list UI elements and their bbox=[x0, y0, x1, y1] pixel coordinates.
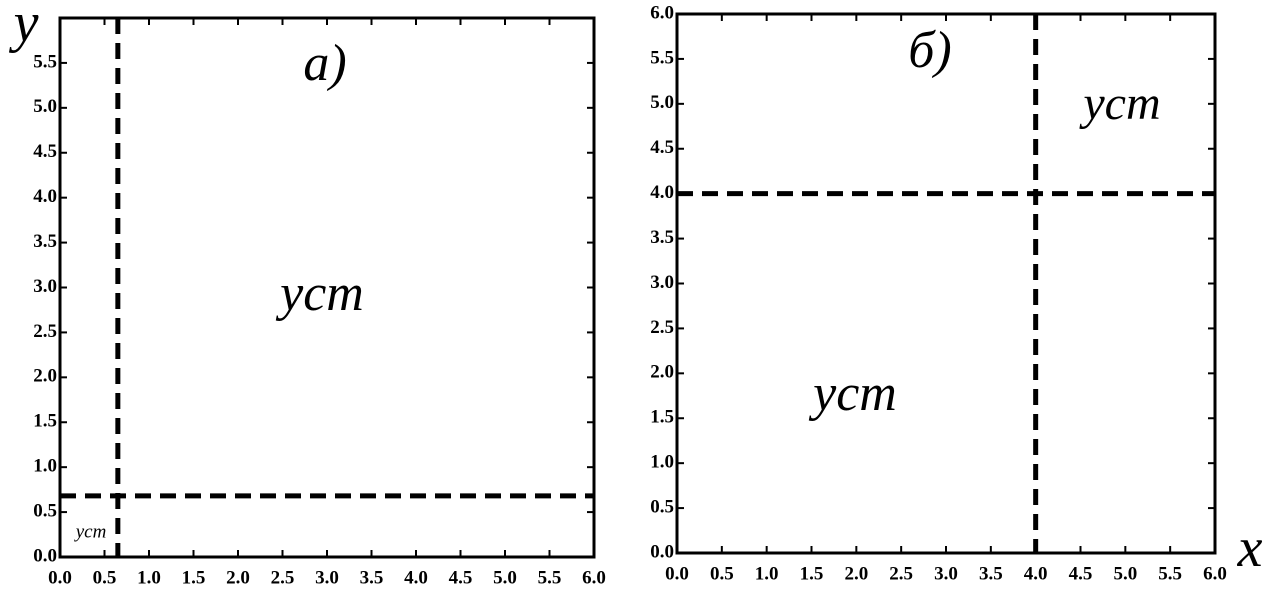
x-tick-label: 4.0 bbox=[404, 567, 428, 588]
y-tick-label: 1.0 bbox=[650, 452, 674, 473]
y-tick-label: 6.0 bbox=[650, 2, 674, 23]
y-tick-label: 4.5 bbox=[650, 137, 674, 158]
x-tick-label: 4.5 bbox=[1069, 563, 1093, 584]
x-tick-label: 5.5 bbox=[538, 567, 562, 588]
x-tick-label: 2.0 bbox=[226, 567, 250, 588]
y-tick-label: 4.5 bbox=[33, 141, 57, 162]
y-tick-label: 5.5 bbox=[650, 47, 674, 68]
x-tick-label: 5.5 bbox=[1158, 563, 1182, 584]
x-tick-label: 0.0 bbox=[665, 563, 689, 584]
x-tick-label: 5.0 bbox=[1113, 563, 1137, 584]
y-tick-label: 1.5 bbox=[33, 411, 57, 432]
x-tick-label: 1.5 bbox=[182, 567, 206, 588]
panel-label: б) bbox=[908, 22, 951, 79]
x-tick-label: 6.0 bbox=[582, 567, 606, 588]
x-tick-label: 4.5 bbox=[449, 567, 473, 588]
y-tick-label: 0.0 bbox=[650, 541, 674, 562]
y-tick-label: 2.5 bbox=[33, 321, 57, 342]
y-tick-label: 0.5 bbox=[33, 500, 57, 521]
y-tick-label: 3.0 bbox=[33, 276, 57, 297]
x-tick-label: 0.5 bbox=[710, 563, 734, 584]
x-tick-label: 1.5 bbox=[800, 563, 824, 584]
y-tick-label: 2.0 bbox=[33, 366, 57, 387]
region-label: уст bbox=[808, 365, 897, 422]
y-tick-label: 3.0 bbox=[650, 272, 674, 293]
x-tick-label: 3.5 bbox=[979, 563, 1003, 584]
y-tick-label: 2.0 bbox=[650, 362, 674, 383]
panel-label: а) bbox=[303, 35, 346, 92]
y-tick-label: 1.0 bbox=[33, 456, 57, 477]
y-tick-label: 5.0 bbox=[33, 96, 57, 117]
x-tick-label: 3.0 bbox=[934, 563, 958, 584]
y-tick-label: 5.5 bbox=[33, 51, 57, 72]
x-tick-label: 0.5 bbox=[93, 567, 117, 588]
y-tick-label: 3.5 bbox=[33, 231, 57, 252]
y-tick-label: 2.5 bbox=[650, 317, 674, 338]
x-tick-label: 3.0 bbox=[315, 567, 339, 588]
y-tick-label: 0.5 bbox=[650, 496, 674, 517]
x-tick-label: 2.5 bbox=[271, 567, 295, 588]
x-tick-label: 2.0 bbox=[844, 563, 868, 584]
x-tick-label: 6.0 bbox=[1203, 563, 1227, 584]
x-axis-label: x bbox=[1237, 517, 1263, 579]
x-tick-label: 3.5 bbox=[360, 567, 384, 588]
y-tick-label: 5.0 bbox=[650, 92, 674, 113]
region-label: уст bbox=[275, 265, 364, 322]
y-tick-label: 4.0 bbox=[33, 186, 57, 207]
y-tick-label: 4.0 bbox=[650, 182, 674, 203]
x-tick-label: 0.0 bbox=[48, 567, 72, 588]
y-tick-label: 3.5 bbox=[650, 227, 674, 248]
x-tick-label: 4.0 bbox=[1024, 563, 1048, 584]
x-tick-label: 5.0 bbox=[493, 567, 517, 588]
y-tick-label: 0.0 bbox=[33, 545, 57, 566]
y-tick-label: 1.5 bbox=[650, 407, 674, 428]
x-tick-label: 2.5 bbox=[889, 563, 913, 584]
x-tick-label: 1.0 bbox=[137, 567, 161, 588]
region-label: уст bbox=[74, 521, 107, 542]
x-tick-label: 1.0 bbox=[755, 563, 779, 584]
region-label: уст bbox=[1078, 77, 1160, 130]
y-axis-label: y bbox=[9, 0, 39, 54]
